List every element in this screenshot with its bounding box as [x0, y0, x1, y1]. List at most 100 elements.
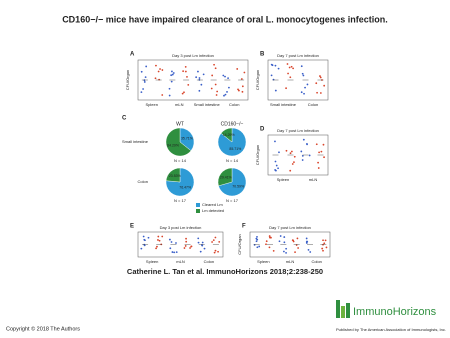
legend-swatch — [196, 203, 200, 207]
dot — [285, 87, 287, 90]
group-label: mLN — [176, 259, 185, 264]
pie-slice — [217, 167, 233, 187]
dot — [171, 73, 174, 76]
dot — [291, 163, 294, 165]
dot — [142, 235, 145, 238]
dot — [315, 82, 318, 85]
dot — [169, 247, 172, 250]
dot — [286, 63, 289, 65]
slice-label: 70.59% — [232, 185, 244, 189]
dot — [161, 69, 164, 71]
slice-label: 29.41% — [220, 175, 232, 179]
dot — [142, 88, 144, 90]
dot — [236, 68, 239, 70]
slice-label: 76.47% — [179, 186, 191, 190]
dot — [258, 245, 261, 248]
group-label: Spleen — [146, 102, 158, 107]
dot — [301, 72, 304, 75]
dot — [306, 83, 309, 86]
dot — [289, 169, 292, 172]
dot — [305, 242, 308, 244]
dot — [275, 164, 278, 167]
figure: A Day 3 post Lm infection CFU/Organ Spleen m… — [122, 52, 331, 264]
dot — [143, 244, 146, 247]
group-label: Colon — [311, 259, 321, 264]
dot — [182, 70, 185, 73]
dot — [211, 241, 213, 243]
dot — [155, 247, 157, 250]
dot — [187, 83, 190, 86]
dot — [175, 251, 178, 254]
dot — [228, 86, 230, 89]
dot — [265, 240, 268, 243]
dot — [272, 78, 275, 81]
dot — [200, 83, 203, 86]
pie-slice — [165, 127, 192, 157]
panel-letter: B — [260, 52, 265, 58]
dot — [306, 240, 308, 243]
dot — [290, 65, 293, 68]
dot — [243, 71, 246, 74]
pie-slice — [179, 127, 195, 152]
dot — [285, 252, 287, 254]
dot — [283, 241, 286, 244]
dot — [274, 64, 277, 67]
dot — [184, 65, 187, 68]
dot — [185, 237, 187, 240]
dot — [293, 161, 295, 163]
dot — [302, 74, 305, 77]
dot — [241, 90, 244, 93]
dot — [320, 150, 323, 153]
dot — [199, 250, 202, 253]
dot — [277, 167, 279, 170]
dot — [214, 67, 217, 70]
group-label: mLN — [309, 177, 318, 182]
dot — [170, 80, 173, 83]
logo-publisher: Published by The American Association of… — [336, 327, 446, 332]
logo: ImmunoHorizons Published by The American… — [336, 300, 446, 332]
dot — [319, 92, 322, 94]
dot — [181, 92, 184, 95]
dot — [170, 241, 173, 243]
citation: Catherine L. Tan et al. ImmunoHorizons 2… — [127, 267, 323, 276]
dot — [303, 92, 305, 95]
dot — [143, 81, 146, 83]
dot — [277, 67, 280, 70]
panel-title: Day 7 post Lm infection — [277, 53, 319, 58]
dot — [217, 250, 219, 253]
dot — [198, 89, 201, 92]
dot — [256, 235, 258, 238]
dot — [155, 64, 157, 67]
dot — [275, 169, 277, 172]
dot — [285, 149, 288, 152]
dot — [283, 236, 286, 238]
group-label: mLN — [286, 259, 295, 264]
plot-frame — [137, 231, 224, 258]
dot — [197, 241, 200, 244]
dot — [274, 140, 276, 143]
dot — [144, 76, 147, 79]
dot — [278, 151, 280, 154]
dot — [307, 248, 310, 251]
dot — [184, 245, 187, 247]
dot — [159, 68, 161, 70]
dot — [168, 94, 171, 97]
dot — [289, 76, 292, 79]
dot — [256, 238, 259, 241]
dot — [197, 237, 200, 240]
dot — [308, 154, 311, 157]
dot — [301, 154, 304, 157]
dot — [324, 239, 327, 242]
group-label: Small intestine — [194, 102, 221, 107]
column-label: CD160−/− — [221, 121, 244, 127]
dot — [282, 250, 285, 253]
dot — [171, 70, 173, 73]
dot — [213, 63, 215, 66]
panel-title: Day 3 post Lm infection — [172, 53, 214, 58]
dot — [317, 161, 319, 164]
dot — [173, 251, 176, 254]
dot — [319, 75, 321, 77]
dot — [288, 66, 291, 69]
dot — [274, 160, 277, 163]
logo-bar — [341, 306, 345, 318]
